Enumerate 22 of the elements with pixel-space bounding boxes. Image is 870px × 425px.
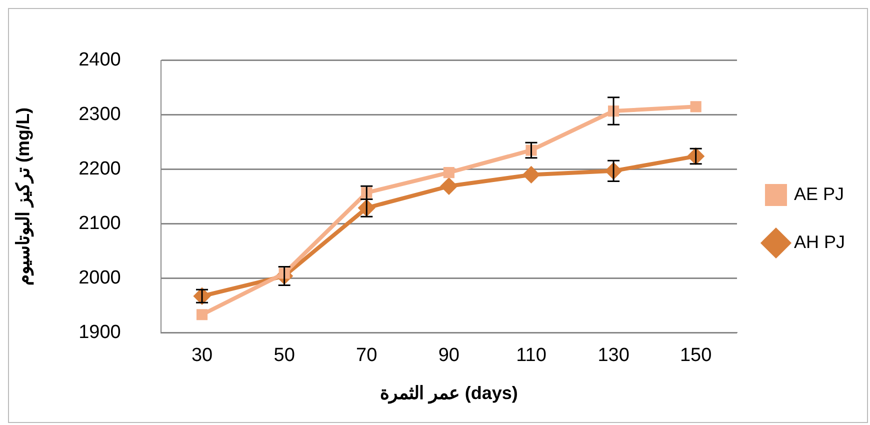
legend-label: AE PJ (794, 184, 844, 204)
y-tick-label: 1900 (78, 322, 121, 343)
y-axis-title: تركيز البوتاسيوم (mg/L) (12, 107, 34, 286)
y-tick-label: 2100 (78, 212, 121, 234)
point (690, 101, 702, 112)
point (440, 178, 457, 194)
legend-label: AH PJ (794, 232, 846, 252)
x-tick-label: 150 (680, 345, 712, 366)
x-tick-label: 130 (598, 345, 630, 366)
x-tick-label: 110 (516, 345, 546, 366)
point (196, 309, 208, 320)
x-tick-label: 70 (356, 345, 378, 366)
y-tick-label: 2000 (78, 267, 121, 288)
point (523, 166, 540, 183)
y-tick-label: 2300 (78, 104, 121, 126)
y-tick-label: 2400 (78, 50, 121, 71)
x-axis-title: عمر الثمرة (days) (380, 383, 518, 404)
y-tick-label: 2200 (78, 158, 121, 180)
point (443, 167, 454, 178)
x-tick-label: 30 (191, 345, 213, 366)
x-tick-label: 50 (274, 345, 295, 366)
x-tick-label: 90 (438, 345, 460, 366)
